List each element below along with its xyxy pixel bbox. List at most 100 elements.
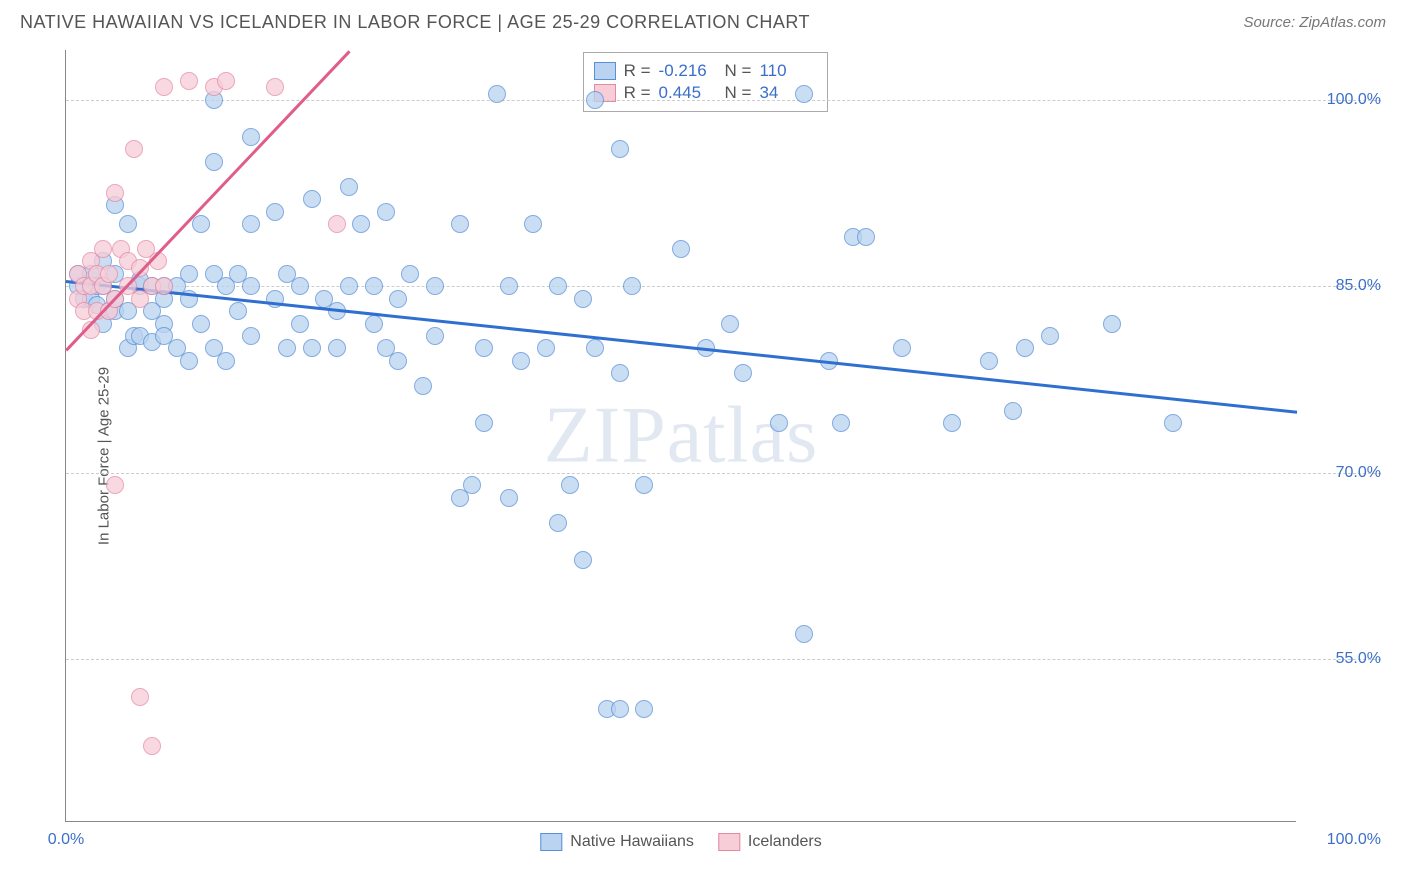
data-point (155, 277, 173, 295)
page-title: NATIVE HAWAIIAN VS ICELANDER IN LABOR FO… (20, 12, 810, 33)
data-point (524, 215, 542, 233)
data-point (131, 688, 149, 706)
x-tick-label: 0.0% (48, 831, 84, 849)
data-point (377, 203, 395, 221)
data-point (635, 700, 653, 718)
data-point (94, 240, 112, 258)
data-point (451, 215, 469, 233)
data-point (611, 140, 629, 158)
data-point (149, 252, 167, 270)
data-point (512, 352, 530, 370)
data-point (574, 551, 592, 569)
y-tick-label: 55.0% (1301, 650, 1381, 668)
data-point (389, 352, 407, 370)
data-point (100, 265, 118, 283)
legend-swatch (540, 833, 562, 851)
data-point (242, 327, 260, 345)
data-point (229, 302, 247, 320)
trend-line (66, 280, 1297, 413)
gridline (66, 659, 1381, 660)
source-attribution: Source: ZipAtlas.com (1243, 14, 1386, 31)
data-point (278, 339, 296, 357)
legend-label: Icelanders (748, 833, 822, 851)
gridline (66, 100, 1381, 101)
data-point (500, 277, 518, 295)
data-point (389, 290, 407, 308)
data-point (574, 290, 592, 308)
data-point (426, 277, 444, 295)
data-point (623, 277, 641, 295)
stats-box: R =-0.216N =110R =0.445N =34 (583, 52, 829, 112)
gridline (66, 473, 1381, 474)
data-point (414, 377, 432, 395)
data-point (1164, 414, 1182, 432)
data-point (488, 85, 506, 103)
data-point (340, 277, 358, 295)
data-point (537, 339, 555, 357)
legend-item: Icelanders (718, 833, 822, 851)
data-point (635, 476, 653, 494)
data-point (291, 277, 309, 295)
data-point (217, 72, 235, 90)
data-point (734, 364, 752, 382)
data-point (832, 414, 850, 432)
data-point (352, 215, 370, 233)
data-point (242, 128, 260, 146)
data-point (672, 240, 690, 258)
data-point (401, 265, 419, 283)
data-point (1016, 339, 1034, 357)
data-point (242, 215, 260, 233)
data-point (365, 315, 383, 333)
legend-label: Native Hawaiians (570, 833, 694, 851)
data-point (893, 339, 911, 357)
data-point (943, 414, 961, 432)
plot-area: ZIPatlas R =-0.216N =110R =0.445N =34 Na… (65, 50, 1296, 822)
data-point (192, 315, 210, 333)
data-point (721, 315, 739, 333)
data-point (266, 78, 284, 96)
data-point (155, 78, 173, 96)
data-point (106, 184, 124, 202)
correlation-chart: In Labor Force | Age 25-29 ZIPatlas R =-… (20, 40, 1386, 872)
data-point (463, 476, 481, 494)
data-point (561, 476, 579, 494)
data-point (795, 85, 813, 103)
data-point (475, 414, 493, 432)
bottom-legend: Native Hawaiians Icelanders (540, 833, 821, 851)
data-point (980, 352, 998, 370)
legend-swatch (718, 833, 740, 851)
legend-swatch (594, 62, 616, 80)
data-point (770, 414, 788, 432)
data-point (303, 339, 321, 357)
gridline (66, 286, 1381, 287)
data-point (328, 215, 346, 233)
data-point (549, 514, 567, 532)
data-point (795, 625, 813, 643)
data-point (857, 228, 875, 246)
y-tick-label: 100.0% (1301, 91, 1381, 109)
data-point (586, 339, 604, 357)
y-tick-label: 70.0% (1301, 464, 1381, 482)
data-point (365, 277, 383, 295)
data-point (611, 700, 629, 718)
data-point (180, 265, 198, 283)
data-point (475, 339, 493, 357)
stats-row: R =-0.216N =110 (594, 61, 818, 81)
data-point (328, 339, 346, 357)
data-point (180, 72, 198, 90)
x-tick-label: 100.0% (1301, 831, 1381, 849)
data-point (106, 476, 124, 494)
data-point (426, 327, 444, 345)
data-point (291, 315, 309, 333)
data-point (217, 352, 235, 370)
data-point (500, 489, 518, 507)
data-point (242, 277, 260, 295)
data-point (586, 91, 604, 109)
data-point (205, 153, 223, 171)
legend-item: Native Hawaiians (540, 833, 694, 851)
data-point (611, 364, 629, 382)
data-point (340, 178, 358, 196)
data-point (266, 203, 284, 221)
watermark: ZIPatlas (544, 390, 819, 481)
data-point (125, 140, 143, 158)
